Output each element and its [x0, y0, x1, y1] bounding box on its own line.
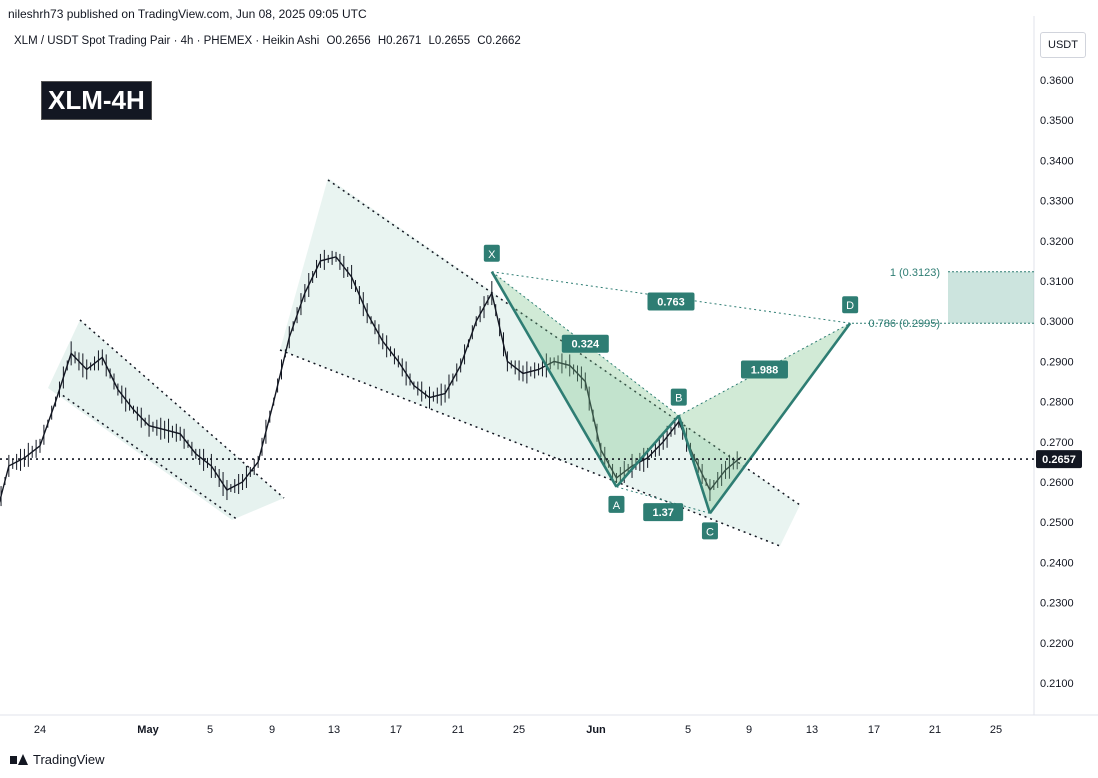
pattern-point-badge-X: [483, 244, 500, 262]
y-tick-label-12: 0.2400: [1040, 557, 1074, 569]
pattern-leg-AB: [615, 414, 680, 488]
pattern-point-badge-C: [701, 522, 718, 540]
pattern-fill-xab: [491, 271, 679, 487]
ratio-label-AC: 1.37: [652, 507, 673, 519]
pattern-point-badge-B: [670, 388, 687, 406]
y-tick-label-11: 0.2500: [1040, 517, 1074, 529]
ratio-badge-XB: [561, 334, 609, 353]
pattern-point-label-B: B: [675, 393, 682, 405]
chart-badge: XLM-4H: [41, 81, 152, 120]
y-tick-label-0: 0.3600: [1040, 75, 1074, 87]
symbol-pair: XLM / USDT Spot Trading Pair · 4h · PHEM…: [14, 35, 320, 47]
x-tick-label-10: 9: [746, 724, 752, 736]
x-tick-label-9: 5: [685, 724, 691, 736]
x-tick-label-0: 24: [34, 724, 46, 736]
pattern-point-label-X: X: [488, 249, 496, 261]
pattern-point-label-C: C: [706, 526, 714, 538]
current-price-tag: [1036, 450, 1082, 469]
y-tick-label-13: 0.2300: [1040, 598, 1074, 610]
pattern-fill-bcd: [678, 323, 851, 514]
symbol-info: XLM / USDT Spot Trading Pair · 4h · PHEM…: [14, 35, 525, 47]
pattern-point-label-D: D: [846, 300, 854, 312]
y-tick-label-9: 0.2700: [1040, 437, 1074, 449]
ohlc-close: C0.2662: [477, 35, 521, 47]
channel-fill-may: [280, 178, 800, 546]
ohlc-low: L0.2655: [428, 35, 471, 47]
x-tick-label-14: 25: [990, 724, 1002, 736]
ratio-label-XD: 0.763: [657, 296, 685, 308]
pattern-point-badge-A: [608, 495, 625, 513]
y-tick-label-5: 0.3100: [1040, 276, 1074, 288]
y-tick-label-4: 0.3200: [1040, 236, 1074, 248]
pattern-point-badge-D: [842, 296, 859, 314]
ratio-label-XB: 0.324: [572, 339, 600, 351]
x-tick-label-11: 13: [806, 724, 818, 736]
fib-label-1: 1 (0.3123): [890, 267, 940, 279]
x-tick-label-12: 17: [868, 724, 880, 736]
footer-brand[interactable]: TradingView: [10, 752, 105, 767]
y-tick-label-15: 0.2100: [1040, 678, 1074, 690]
x-tick-label-2: 5: [207, 724, 213, 736]
ratio-label-BD: 1.988: [751, 364, 779, 376]
y-tick-label-14: 0.2200: [1040, 638, 1074, 650]
target-zone: [948, 271, 1034, 324]
y-tick-label-7: 0.2900: [1040, 356, 1074, 368]
fib-label-0786: 0.786 (0.2995): [868, 318, 940, 330]
y-tick-label-8: 0.2800: [1040, 397, 1074, 409]
y-tick-label-6: 0.3000: [1040, 316, 1074, 328]
ohlc-high: H0.2671: [377, 35, 422, 47]
current-price-label: 0.2657: [1042, 454, 1076, 466]
publisher-credit: nileshrh73 published on TradingView.com,…: [8, 7, 367, 21]
x-tick-label-8: Jun: [586, 724, 606, 736]
x-tick-label-3: 9: [269, 724, 275, 736]
ratio-badge-XD: [647, 292, 695, 311]
channel-line-april-lower: [57, 391, 239, 521]
x-tick-label-13: 21: [929, 724, 941, 736]
pattern-point-label-A: A: [613, 500, 621, 512]
tradingview-logo-icon: [10, 754, 28, 765]
ohlc-open: O0.2656: [326, 35, 371, 47]
x-tick-label-5: 17: [390, 724, 402, 736]
x-tick-label-4: 13: [328, 724, 340, 736]
x-tick-label-1: May: [137, 724, 159, 736]
pattern-dotted-XB: [491, 271, 680, 417]
pattern-leg-CD: [708, 322, 852, 515]
y-tick-label-2: 0.3400: [1040, 155, 1074, 167]
pattern-leg-BC: [677, 415, 712, 514]
ratio-badge-BD: [740, 360, 788, 379]
y-tick-label-3: 0.3300: [1040, 196, 1074, 208]
channel-fill-april: [48, 320, 284, 520]
x-tick-label-7: 25: [513, 724, 525, 736]
currency-button[interactable]: USDT: [1040, 32, 1086, 58]
pattern-leg-XA: [490, 271, 618, 488]
pattern-dotted-AC: [616, 486, 711, 514]
ratio-badge-AC: [643, 503, 684, 522]
y-tick-label-10: 0.2600: [1040, 477, 1074, 489]
footer-brand-text: TradingView: [33, 752, 105, 767]
x-tick-label-6: 21: [452, 724, 464, 736]
y-tick-label-1: 0.3500: [1040, 115, 1074, 127]
